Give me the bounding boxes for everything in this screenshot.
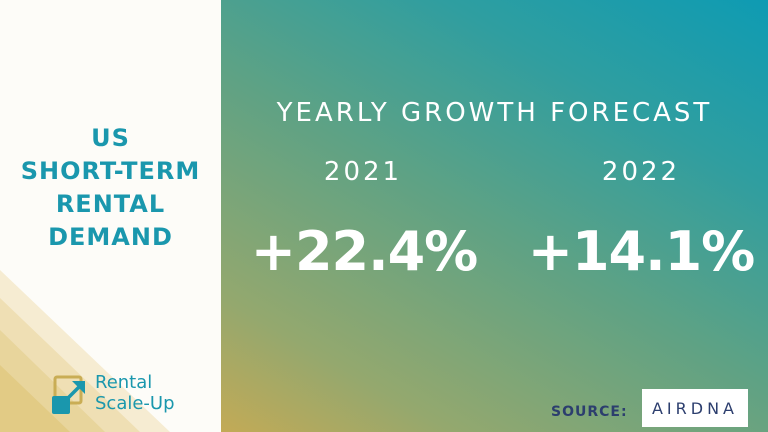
left-panel: US SHORT-TERM RENTAL DEMAND Rental Scale…	[0, 0, 221, 432]
growth-2021: +22.4%	[250, 220, 479, 283]
headline-line-4: DEMAND	[48, 223, 173, 251]
right-panel: YEARLY GROWTH FORECAST 2021 2022 +22.4% …	[221, 0, 768, 432]
headline-line-2: SHORT-TERM	[20, 157, 201, 185]
airdna-logo: AIRDNA	[642, 389, 748, 427]
source-label: SOURCE:	[551, 404, 628, 420]
arrow-box-icon	[52, 375, 85, 414]
brand-logo-line-1: Rental	[95, 372, 153, 393]
brand-logo-line-2: Scale-Up	[95, 393, 175, 414]
growth-2022: +14.1%	[527, 220, 756, 283]
headline-line-1: US	[91, 124, 130, 152]
year-2022: 2022	[601, 157, 681, 187]
headline-line-3: RENTAL	[55, 190, 166, 218]
decorative-stripes	[0, 270, 170, 432]
headline: US SHORT-TERM RENTAL DEMAND	[0, 122, 221, 254]
brand-logo: Rental Scale-Up	[52, 372, 212, 418]
forecast-title: YEARLY GROWTH FORECAST	[276, 98, 713, 128]
airdna-logo-text: AIRDNA	[651, 398, 738, 418]
year-2021: 2021	[323, 157, 403, 187]
brand-logo-text: Rental Scale-Up	[95, 372, 175, 414]
